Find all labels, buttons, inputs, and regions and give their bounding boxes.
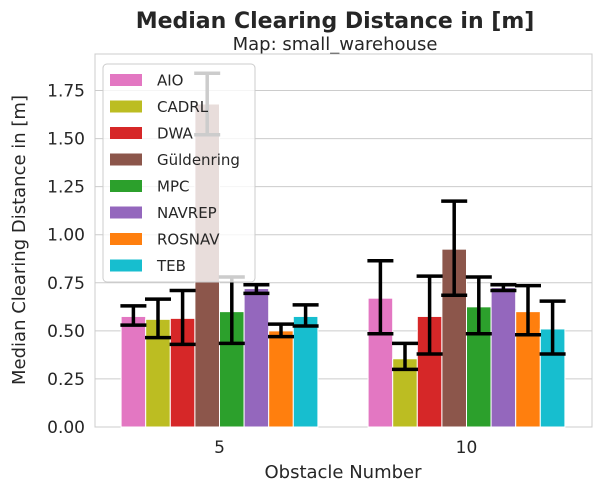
legend-item-dwa: DWA [110, 125, 194, 143]
x-tick-label: 5 [214, 438, 225, 458]
legend-label: MPC [157, 178, 189, 196]
chart-title: Median Clearing Distance in [m] [136, 9, 535, 34]
legend-swatch [110, 233, 142, 245]
legend-item-navrep: NAVREP [110, 204, 217, 222]
chart-subtitle: Map: small_warehouse [233, 34, 438, 55]
legend-item-teb: TEB [110, 257, 186, 275]
legend-swatch [110, 127, 142, 139]
x-tick-labels: 5 10 [214, 438, 477, 458]
error-bars [120, 71, 566, 372]
legend-item-mpc: MPC [110, 178, 189, 196]
error-bar-navrep-10 [490, 282, 517, 293]
y-axis-label: Median Clearing Distance in [m] [9, 95, 30, 385]
legend-label: Güldenring [157, 151, 240, 169]
bar-rosnav-5 [268, 330, 294, 428]
error-bar-dwa-10 [416, 274, 443, 356]
bar-aio-5 [120, 315, 147, 428]
error-bar-teb-10 [539, 299, 566, 356]
error-bar-aio-5 [120, 304, 147, 327]
x-axis-label: Obstacle Number [264, 462, 422, 483]
y-tick-label: 0.75 [47, 274, 85, 294]
error-bar-navrep-5 [243, 282, 270, 296]
legend-swatch [110, 180, 142, 192]
y-tick-labels: 0.00 0.25 0.50 0.75 1.00 1.25 1.50 1.75 [47, 82, 85, 438]
bar-navrep-10 [490, 287, 517, 428]
legend-label: CADRL [157, 98, 209, 116]
error-bar-rosnav-5 [268, 322, 294, 339]
legend-item-aio: AIO [110, 72, 184, 90]
legend-item-cadrl: CADRL [110, 98, 209, 116]
y-tick-label: 1.50 [47, 130, 85, 150]
legend-item-güldenring: Güldenring [110, 151, 240, 169]
error-bar-rosnav-10 [515, 283, 541, 337]
error-bar-mpc-10 [465, 275, 492, 336]
legend-swatch [110, 153, 142, 166]
y-tick-label: 1.75 [47, 82, 85, 102]
error-bar-dwa-5 [169, 288, 196, 347]
error-bar-cadrl-5 [145, 297, 171, 340]
legend-label: NAVREP [157, 204, 217, 222]
legend-swatch [110, 259, 142, 272]
legend-label: DWA [157, 125, 194, 143]
error-bar-güldenring-10 [441, 199, 468, 298]
legend-box [102, 63, 256, 283]
error-bar-aio-10 [367, 258, 394, 336]
bar-teb-5 [292, 315, 319, 428]
error-bar-cadrl-10 [392, 341, 418, 372]
error-bar-teb-5 [292, 303, 319, 328]
legend-label: AIO [157, 72, 184, 90]
legend-swatch [110, 74, 142, 86]
legend: AIO CADRL DWA Güldenring MPC NAVREP ROSNAV TEB [102, 63, 256, 283]
y-tick-label: 1.25 [47, 178, 85, 198]
y-tick-label: 1.00 [47, 226, 85, 246]
legend-swatch [110, 206, 142, 219]
y-tick-label: 0.00 [47, 418, 85, 438]
y-tick-label: 0.25 [47, 370, 85, 390]
y-tick-label: 0.50 [47, 322, 85, 342]
legend-item-rosnav: ROSNAV [110, 231, 220, 249]
x-tick-label: 10 [456, 438, 478, 458]
legend-label: ROSNAV [157, 231, 220, 249]
legend-swatch [110, 100, 142, 113]
legend-label: TEB [156, 257, 186, 275]
bar-navrep-5 [243, 288, 270, 428]
